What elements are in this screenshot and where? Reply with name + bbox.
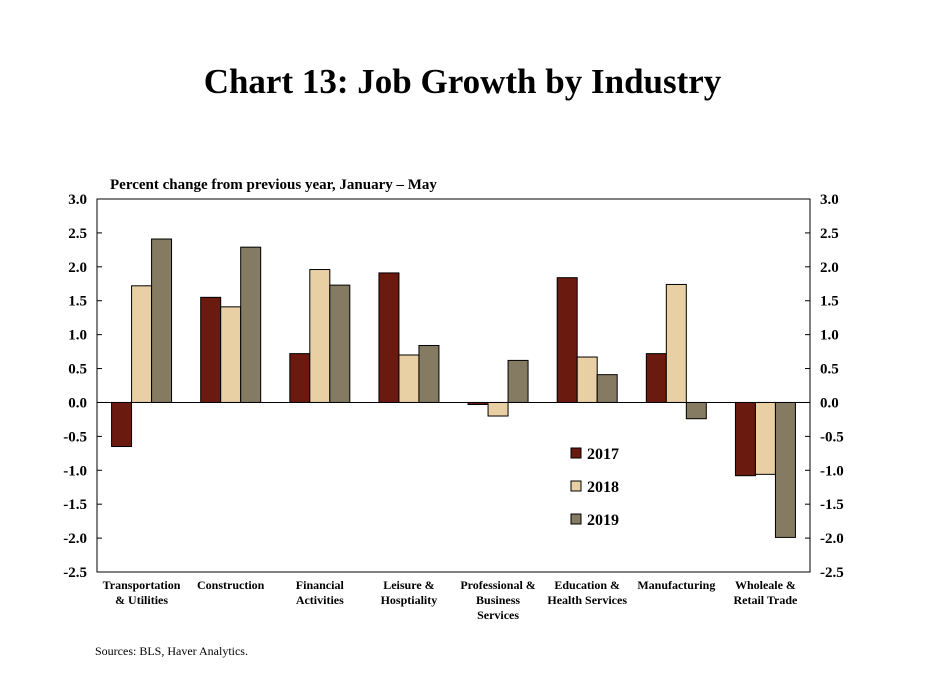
x-category-label-line: Leisure & xyxy=(383,578,434,592)
x-category-label: Manufacturing xyxy=(637,578,715,592)
y-tick-label-left: -1.0 xyxy=(63,463,87,479)
y-tick-label-left: -2.0 xyxy=(63,531,87,547)
bar-2018-4 xyxy=(487,401,509,417)
y-axis-labels: 3.0 3.0 2.5 2.5 2.0 2.0 1.5 1.5 1.0 1.0 0.5 0.5 0.0 0… xyxy=(63,192,844,581)
bar-2017-2 xyxy=(289,353,311,403)
x-axis-labels: Transportation & Utilities Construction Fin… xyxy=(103,578,798,622)
x-category-label-line: Hosptiality xyxy=(381,593,438,607)
x-category-label-line: Health Services xyxy=(547,593,627,607)
y-tick-label-right: 2.0 xyxy=(820,260,839,276)
bar-2017-7 xyxy=(734,401,756,477)
legend-swatch-2018 xyxy=(570,480,582,492)
x-category-label: Transportation & Utilities xyxy=(103,578,181,607)
bar-2017-0 xyxy=(111,401,133,448)
x-category-label: Construction xyxy=(197,578,265,592)
y-tick-label-right: 0.5 xyxy=(820,362,839,378)
y-tick-label-left: 1.0 xyxy=(68,328,87,344)
x-category-label: Leisure & Hosptiality xyxy=(381,578,438,607)
x-category-label: Wholeale & Retail Trade xyxy=(733,578,798,607)
bar-2018-2 xyxy=(309,269,331,403)
y-tick-label-right: -1.5 xyxy=(820,497,844,513)
y-tick-label-left: -2.5 xyxy=(63,565,87,581)
y-tick-label-right: 1.5 xyxy=(820,294,839,310)
bar-2017-5 xyxy=(556,277,578,403)
y-tick-label-left: 0.0 xyxy=(68,395,87,411)
x-category-label-line: Financial xyxy=(296,578,345,592)
x-category-label: Education & Health Services xyxy=(547,578,627,607)
x-category-label-line: Wholeale & xyxy=(735,578,796,592)
y-tick-label-right: -2.0 xyxy=(820,531,844,547)
legend-swatch-2019 xyxy=(570,513,582,525)
x-category-label-line: Manufacturing xyxy=(637,578,715,592)
legend-label-2019: 2019 xyxy=(587,512,619,529)
bar-2019-2 xyxy=(329,284,351,403)
bar-2017-1 xyxy=(200,296,222,403)
x-category-label-line: Retail Trade xyxy=(733,593,798,607)
legend-swatch-2017 xyxy=(570,447,582,459)
x-category-label-line: Professional & xyxy=(460,578,535,592)
bar-2019-6 xyxy=(685,401,707,420)
bar-2018-0 xyxy=(131,285,153,403)
x-category-label-line: Construction xyxy=(197,578,265,592)
x-category-label-line: & Utilities xyxy=(115,593,168,607)
bar-2017-3 xyxy=(378,272,400,403)
x-category-label-line: Services xyxy=(477,608,519,622)
y-tick-label-right: 2.5 xyxy=(820,226,839,242)
x-category-label-line: Business xyxy=(476,593,520,607)
y-tick-label-right: -2.5 xyxy=(820,565,844,581)
y-tick-label-left: 2.5 xyxy=(68,226,87,242)
x-category-label-line: Transportation xyxy=(103,578,181,592)
y-tick-label-right: 3.0 xyxy=(820,192,839,208)
y-tick-label-left: 2.0 xyxy=(68,260,87,276)
x-category-label-line: Education & xyxy=(554,578,620,592)
bar-2018-6 xyxy=(665,283,687,403)
bar-2018-7 xyxy=(754,401,776,475)
legend-label-2018: 2018 xyxy=(587,479,619,496)
y-tick-label-right: -0.5 xyxy=(820,429,844,445)
bars-group xyxy=(111,238,796,538)
bar-2019-4 xyxy=(507,359,529,403)
bar-2018-3 xyxy=(398,354,420,403)
y-tick-label-left: 1.5 xyxy=(68,294,87,310)
legend: 2017 2018 2019 xyxy=(570,446,619,529)
bar-2019-5 xyxy=(596,374,618,403)
x-category-label: Professional & Business Services xyxy=(460,578,535,622)
chart-title: Chart 13: Job Growth by Industry xyxy=(203,62,722,101)
plot-border xyxy=(96,198,811,573)
y-tick-label-left: 0.5 xyxy=(68,362,87,378)
bar-2017-6 xyxy=(645,353,667,403)
y-tick-label-left: -1.5 xyxy=(63,497,87,513)
y-tick-label-right: -1.0 xyxy=(820,463,844,479)
x-category-label-line: Activities xyxy=(296,593,344,607)
bar-2019-3 xyxy=(418,344,440,403)
bar-2019-0 xyxy=(151,238,173,403)
bar-2019-1 xyxy=(240,246,262,403)
source-note: Sources: BLS, Haver Analytics. xyxy=(95,644,248,658)
plot-frame xyxy=(96,198,811,573)
y-tick-label-left: 3.0 xyxy=(68,192,87,208)
bar-2018-1 xyxy=(220,306,242,403)
y-tick-label-right: 1.0 xyxy=(820,328,839,344)
legend-label-2017: 2017 xyxy=(587,446,619,463)
y-tick-label-left: -0.5 xyxy=(63,429,87,445)
y-tick-label-right: 0.0 xyxy=(820,395,839,411)
chart-subtitle: Percent change from previous year, Janua… xyxy=(110,177,437,193)
x-category-label: Financial Activities xyxy=(296,578,345,607)
bar-2018-5 xyxy=(576,356,598,403)
bar-2019-7 xyxy=(774,401,796,538)
